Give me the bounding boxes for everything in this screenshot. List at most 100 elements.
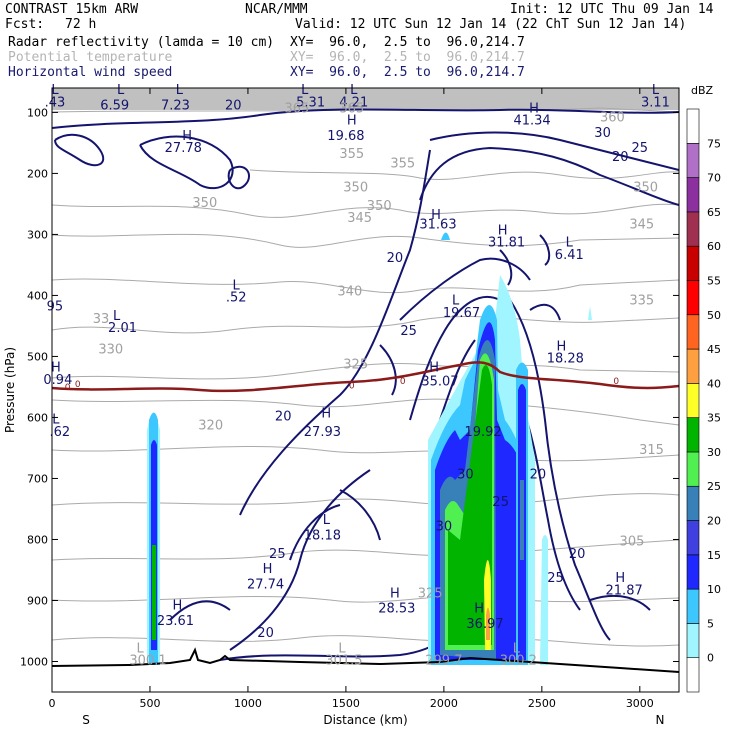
wind-label: 27.93 (304, 425, 341, 440)
y-tick-label: 300 (27, 228, 48, 241)
wind-label: 20 (612, 150, 629, 165)
colorbar-swatch (686, 485, 700, 521)
wind-label: 28.53 (378, 602, 415, 617)
wind-label: 95 (47, 300, 64, 315)
wind-label: 30 (436, 519, 453, 534)
wind-label: 25 (492, 495, 509, 510)
colorbar-label: 25 (707, 480, 721, 493)
x-tick-label: 3000 (626, 697, 654, 710)
x-tick-label: 1000 (234, 697, 262, 710)
wind-label: L (452, 294, 460, 309)
wind-label: L (113, 309, 121, 324)
theta-contour (52, 203, 679, 218)
x-tick-label: 2500 (528, 697, 556, 710)
reflectivity-fill-30 (448, 365, 492, 645)
wind-label: 41.34 (513, 114, 550, 129)
wind-label: H (51, 361, 61, 376)
freezing-label-layer: 00 0 0 0 (65, 377, 620, 393)
wind-label: L (652, 83, 660, 98)
wind-label: 18.28 (547, 352, 584, 367)
y-tick-label: 1000 (20, 655, 48, 668)
wind-contour (239, 149, 431, 516)
wind-label: 5.31 (296, 95, 325, 110)
theta-label: 325 (343, 358, 368, 373)
wind-contour (529, 303, 561, 321)
wind-label: 30 (457, 467, 474, 482)
reflectivity-fill-5 (588, 306, 592, 320)
wind-label: H (390, 586, 400, 601)
wind-contour (439, 339, 476, 421)
colorbar-swatch (686, 177, 700, 213)
wind-label: 25 (400, 324, 417, 339)
axes-layer: 0 500 1000 1500 2000 2500 30001002003004005006… (3, 88, 679, 727)
wind-label: H (615, 571, 625, 586)
wind-label: 27.78 (165, 141, 202, 156)
colorbar-label: 15 (707, 549, 721, 562)
wind-contour (169, 600, 231, 621)
field-name-wind: Horizontal wind speed (8, 65, 173, 80)
theta-label: 355 (390, 156, 415, 171)
wind-label: H (182, 129, 192, 144)
colorbar-swatch (686, 520, 700, 556)
reflectivity-fills (147, 232, 592, 665)
wind-label: 27.74 (247, 577, 284, 592)
y-tick-label: 100 (27, 106, 48, 119)
reflectivity-fill-30 (152, 545, 156, 640)
theta-label: L (137, 641, 145, 656)
wind-label: H (529, 101, 539, 116)
freezing-level-line (52, 361, 679, 393)
wind-label: H (498, 223, 508, 238)
terrain-line (52, 647, 679, 673)
wind-label: L (117, 83, 125, 98)
wind-label: 23.61 (157, 614, 194, 629)
theta-label: 345 (629, 217, 654, 232)
wind-label: 25 (547, 571, 564, 586)
colorbar-label: 70 (707, 172, 721, 185)
north-label: N (656, 713, 665, 727)
colorbar-label: 55 (707, 274, 721, 287)
wind-label: 35.07 (421, 375, 458, 390)
wind-label: 20 (225, 98, 242, 113)
colorbar-swatch (686, 108, 700, 144)
wind-label: 19.67 (443, 306, 480, 321)
freezing-level-label: 0 (400, 377, 406, 387)
colorbar-label: 10 (707, 583, 721, 596)
wind-label: 31.63 (419, 217, 456, 232)
fcst-label: Fcst: (5, 17, 45, 32)
colorbar-label: 20 (707, 515, 721, 528)
theta-label: 350 (192, 196, 217, 211)
theta-label: L (338, 641, 346, 656)
theta-label: 33 (93, 312, 110, 327)
field-xy-wind: XY= 96.0, 2.5 to 96.0,214.7 (290, 65, 525, 80)
theta-label: 350 (367, 199, 392, 214)
wind-label: .52 (226, 291, 247, 306)
south-label: S (82, 713, 90, 727)
theta-label: 325 (418, 586, 443, 601)
x-tick-label: 1500 (332, 697, 360, 710)
wind-label: 7.23 (161, 98, 190, 113)
theta-label: 330 (98, 342, 123, 357)
wind-label: L (233, 278, 241, 293)
theta-contour (52, 493, 679, 507)
colorbar-label: 60 (707, 240, 721, 253)
theta-label: 365 (285, 101, 310, 116)
field-name-theta: Potential temperature (8, 50, 173, 65)
colorbar-swatch (686, 314, 700, 350)
wind-label: 25 (632, 141, 649, 156)
wind-label: 36.97 (466, 617, 503, 632)
theta-contour (52, 233, 679, 248)
wind-label: H (429, 361, 439, 376)
wind-label: L (566, 236, 574, 251)
y-tick-label: 200 (27, 167, 48, 180)
theta-contour (52, 446, 679, 462)
colorbar-swatch (686, 383, 700, 418)
colorbar-label: 40 (707, 377, 721, 390)
colorbar-swatch (686, 657, 700, 693)
theta-label: 350 (633, 181, 658, 196)
y-axis-title: Pressure (hPa) (3, 347, 17, 433)
wind-label: L (176, 83, 184, 98)
wind-label: 19.68 (327, 129, 364, 144)
